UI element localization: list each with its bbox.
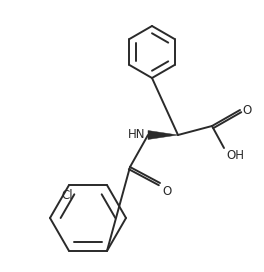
Text: O: O [162, 185, 171, 198]
Polygon shape [148, 131, 178, 140]
Text: Cl: Cl [61, 189, 73, 202]
Text: O: O [242, 104, 251, 116]
Text: HN: HN [128, 128, 145, 141]
Text: OH: OH [226, 149, 244, 162]
